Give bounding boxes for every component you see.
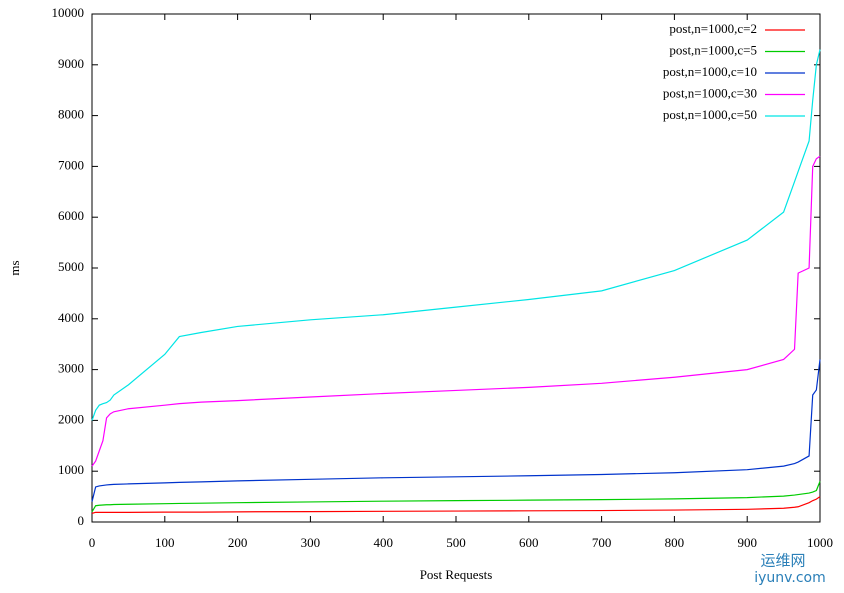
x-tick-label: 600: [519, 535, 539, 550]
x-tick-label: 200: [228, 535, 248, 550]
y-tick-label: 3000: [58, 361, 84, 376]
watermark: 运维网: [760, 552, 805, 570]
x-tick-label: 100: [155, 535, 175, 550]
series-line: [91, 49, 821, 421]
y-tick-label: 1000: [58, 462, 84, 477]
y-tick-label: 6000: [58, 208, 84, 223]
y-axis-label: ms: [7, 260, 22, 275]
series-line: [91, 496, 821, 514]
series-line: [91, 359, 821, 502]
x-tick-label: 300: [301, 535, 321, 550]
x-tick-label: 400: [373, 535, 393, 550]
x-tick-label: 800: [665, 535, 685, 550]
watermark: iyunv.com: [754, 570, 825, 586]
y-tick-label: 5000: [58, 259, 84, 274]
legend-label: post,n=1000,c=5: [669, 42, 757, 57]
x-tick-label: 500: [446, 535, 466, 550]
legend-label: post,n=1000,c=10: [663, 64, 757, 79]
legend-label: post,n=1000,c=2: [669, 21, 757, 36]
y-tick-label: 7000: [58, 157, 84, 172]
y-tick-label: 9000: [58, 56, 84, 71]
x-tick-label: 0: [89, 535, 96, 550]
y-tick-label: 4000: [58, 310, 84, 325]
y-tick-label: 0: [78, 513, 85, 528]
x-axis-label: Post Requests: [420, 567, 493, 582]
legend-label: post,n=1000,c=30: [663, 85, 757, 100]
x-tick-label: 700: [592, 535, 612, 550]
y-tick-label: 2000: [58, 411, 84, 426]
x-tick-label: 900: [737, 535, 757, 550]
x-tick-label: 1000: [807, 535, 833, 550]
legend-label: post,n=1000,c=50: [663, 107, 757, 122]
y-tick-label: 8000: [58, 107, 84, 122]
series-line: [91, 481, 821, 513]
series-line: [91, 155, 821, 467]
y-tick-label: 10000: [52, 5, 85, 20]
